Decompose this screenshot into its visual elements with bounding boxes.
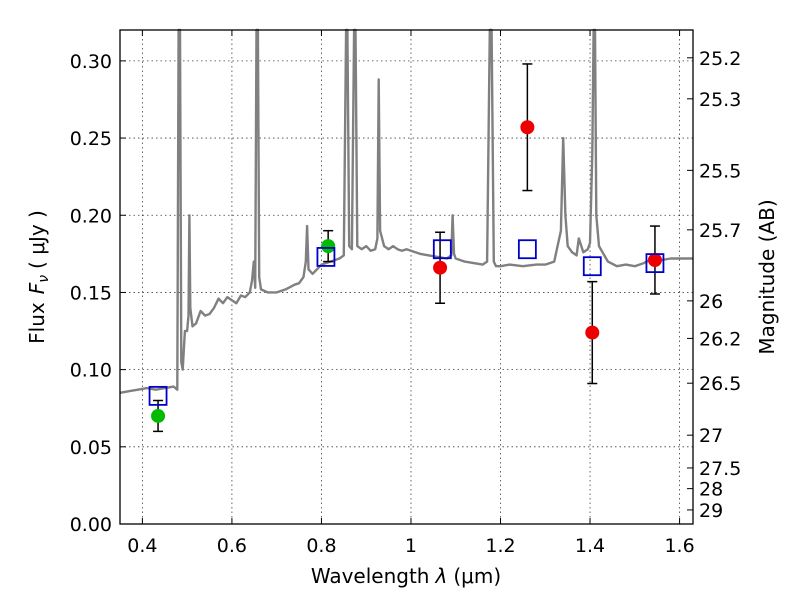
y-axis-label: FluxFν( μJy ) bbox=[25, 210, 52, 344]
y2-tick-label: 25.7 bbox=[699, 220, 741, 242]
model-square-marker bbox=[316, 247, 336, 267]
y-tick-label: 0.15 bbox=[70, 282, 112, 304]
plot-frame bbox=[119, 29, 694, 525]
y2-tick-label: 26.2 bbox=[699, 328, 741, 350]
x-tick-label: 0.8 bbox=[306, 535, 336, 557]
model-square-marker bbox=[148, 385, 168, 406]
sed-model-line bbox=[119, 28, 693, 394]
model-square-marker bbox=[517, 239, 537, 260]
y2-tick-label: 25.3 bbox=[699, 89, 741, 111]
y-tick-label: 0.05 bbox=[70, 437, 112, 459]
x-tick-label: 1.4 bbox=[575, 535, 605, 557]
y2-tick-label: 27.5 bbox=[699, 458, 741, 480]
y-tick-label: 0.10 bbox=[70, 360, 112, 382]
x-tick-label: 1 bbox=[405, 535, 417, 557]
y2-tick-label: 26 bbox=[699, 291, 723, 313]
x-tick-label: 0.6 bbox=[217, 535, 247, 557]
x-axis-label: Wavelength λ (μm) bbox=[311, 564, 501, 588]
x-tick-label: 1.6 bbox=[664, 535, 694, 557]
model-square-marker bbox=[582, 256, 602, 277]
y2-tick-label: 25.5 bbox=[699, 160, 741, 182]
green-data-point bbox=[321, 239, 336, 254]
y-tick-label: 0.25 bbox=[70, 128, 112, 150]
x-tick-label: 1.2 bbox=[485, 535, 515, 557]
red-data-point bbox=[647, 253, 662, 268]
tick-labels: 0.4 0.6 0.8 1 1.2 1.4 1.6 0.00 0.05 0.10 0.15 0.20 0… bbox=[70, 48, 742, 557]
y2-tick-label: 26.5 bbox=[699, 373, 741, 395]
y2-axis-label: Magnitude (AB) bbox=[755, 199, 779, 354]
red-data-point bbox=[585, 325, 600, 340]
y-tick-label: 0.20 bbox=[70, 205, 112, 227]
grid bbox=[120, 30, 693, 524]
data-markers bbox=[148, 120, 665, 423]
axis-ticks bbox=[120, 30, 693, 525]
y2-tick-label: 27 bbox=[699, 425, 723, 447]
error-bars bbox=[153, 63, 660, 433]
red-data-point bbox=[520, 120, 535, 135]
y2-tick-label: 29 bbox=[699, 500, 723, 522]
y2-tick-label: 28 bbox=[699, 479, 723, 501]
model-square-marker bbox=[432, 239, 452, 260]
x-tick-label: 0.4 bbox=[127, 535, 157, 557]
red-data-point bbox=[433, 260, 448, 275]
sed-model-path bbox=[119, 28, 693, 394]
y-tick-label: 0.30 bbox=[70, 51, 112, 73]
green-data-point bbox=[151, 408, 166, 423]
y-tick-label: 0.00 bbox=[70, 514, 112, 536]
model-square-marker bbox=[645, 253, 665, 274]
y2-tick-label: 25.2 bbox=[699, 48, 741, 70]
